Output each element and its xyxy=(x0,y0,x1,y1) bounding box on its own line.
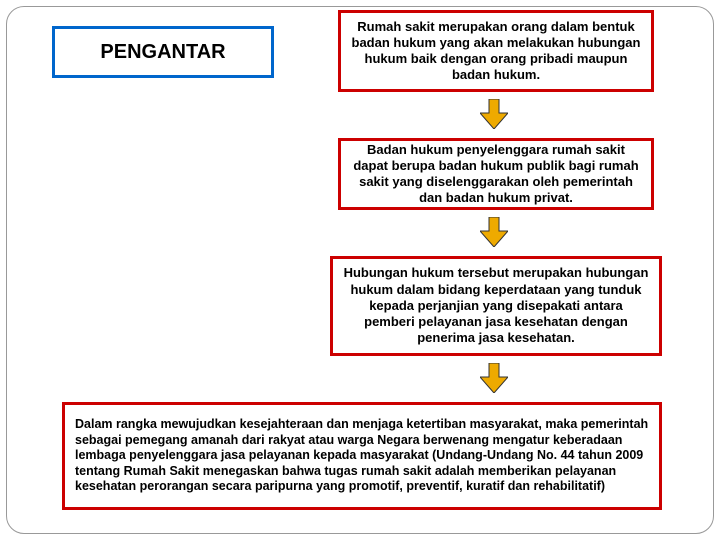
flow-box-1: Rumah sakit merupakan orang dalam bentuk… xyxy=(338,10,654,92)
flow-box-3-text: Hubungan hukum tersebut merupakan hubung… xyxy=(343,265,649,346)
flow-box-2-text: Badan hukum penyelenggara rumah sakit da… xyxy=(351,142,641,207)
flow-box-2: Badan hukum penyelenggara rumah sakit da… xyxy=(338,138,654,210)
flow-box-4-text: Dalam rangka mewujudkan kesejahteraan da… xyxy=(75,417,649,495)
title-box: PENGANTAR xyxy=(52,26,274,78)
arrow-down-icon xyxy=(480,217,508,247)
arrow-down-icon xyxy=(480,363,508,393)
arrow-down-icon xyxy=(480,99,508,129)
flow-box-4: Dalam rangka mewujudkan kesejahteraan da… xyxy=(62,402,662,510)
flow-box-1-text: Rumah sakit merupakan orang dalam bentuk… xyxy=(351,19,641,84)
title-text: PENGANTAR xyxy=(100,41,225,64)
flow-box-3: Hubungan hukum tersebut merupakan hubung… xyxy=(330,256,662,356)
